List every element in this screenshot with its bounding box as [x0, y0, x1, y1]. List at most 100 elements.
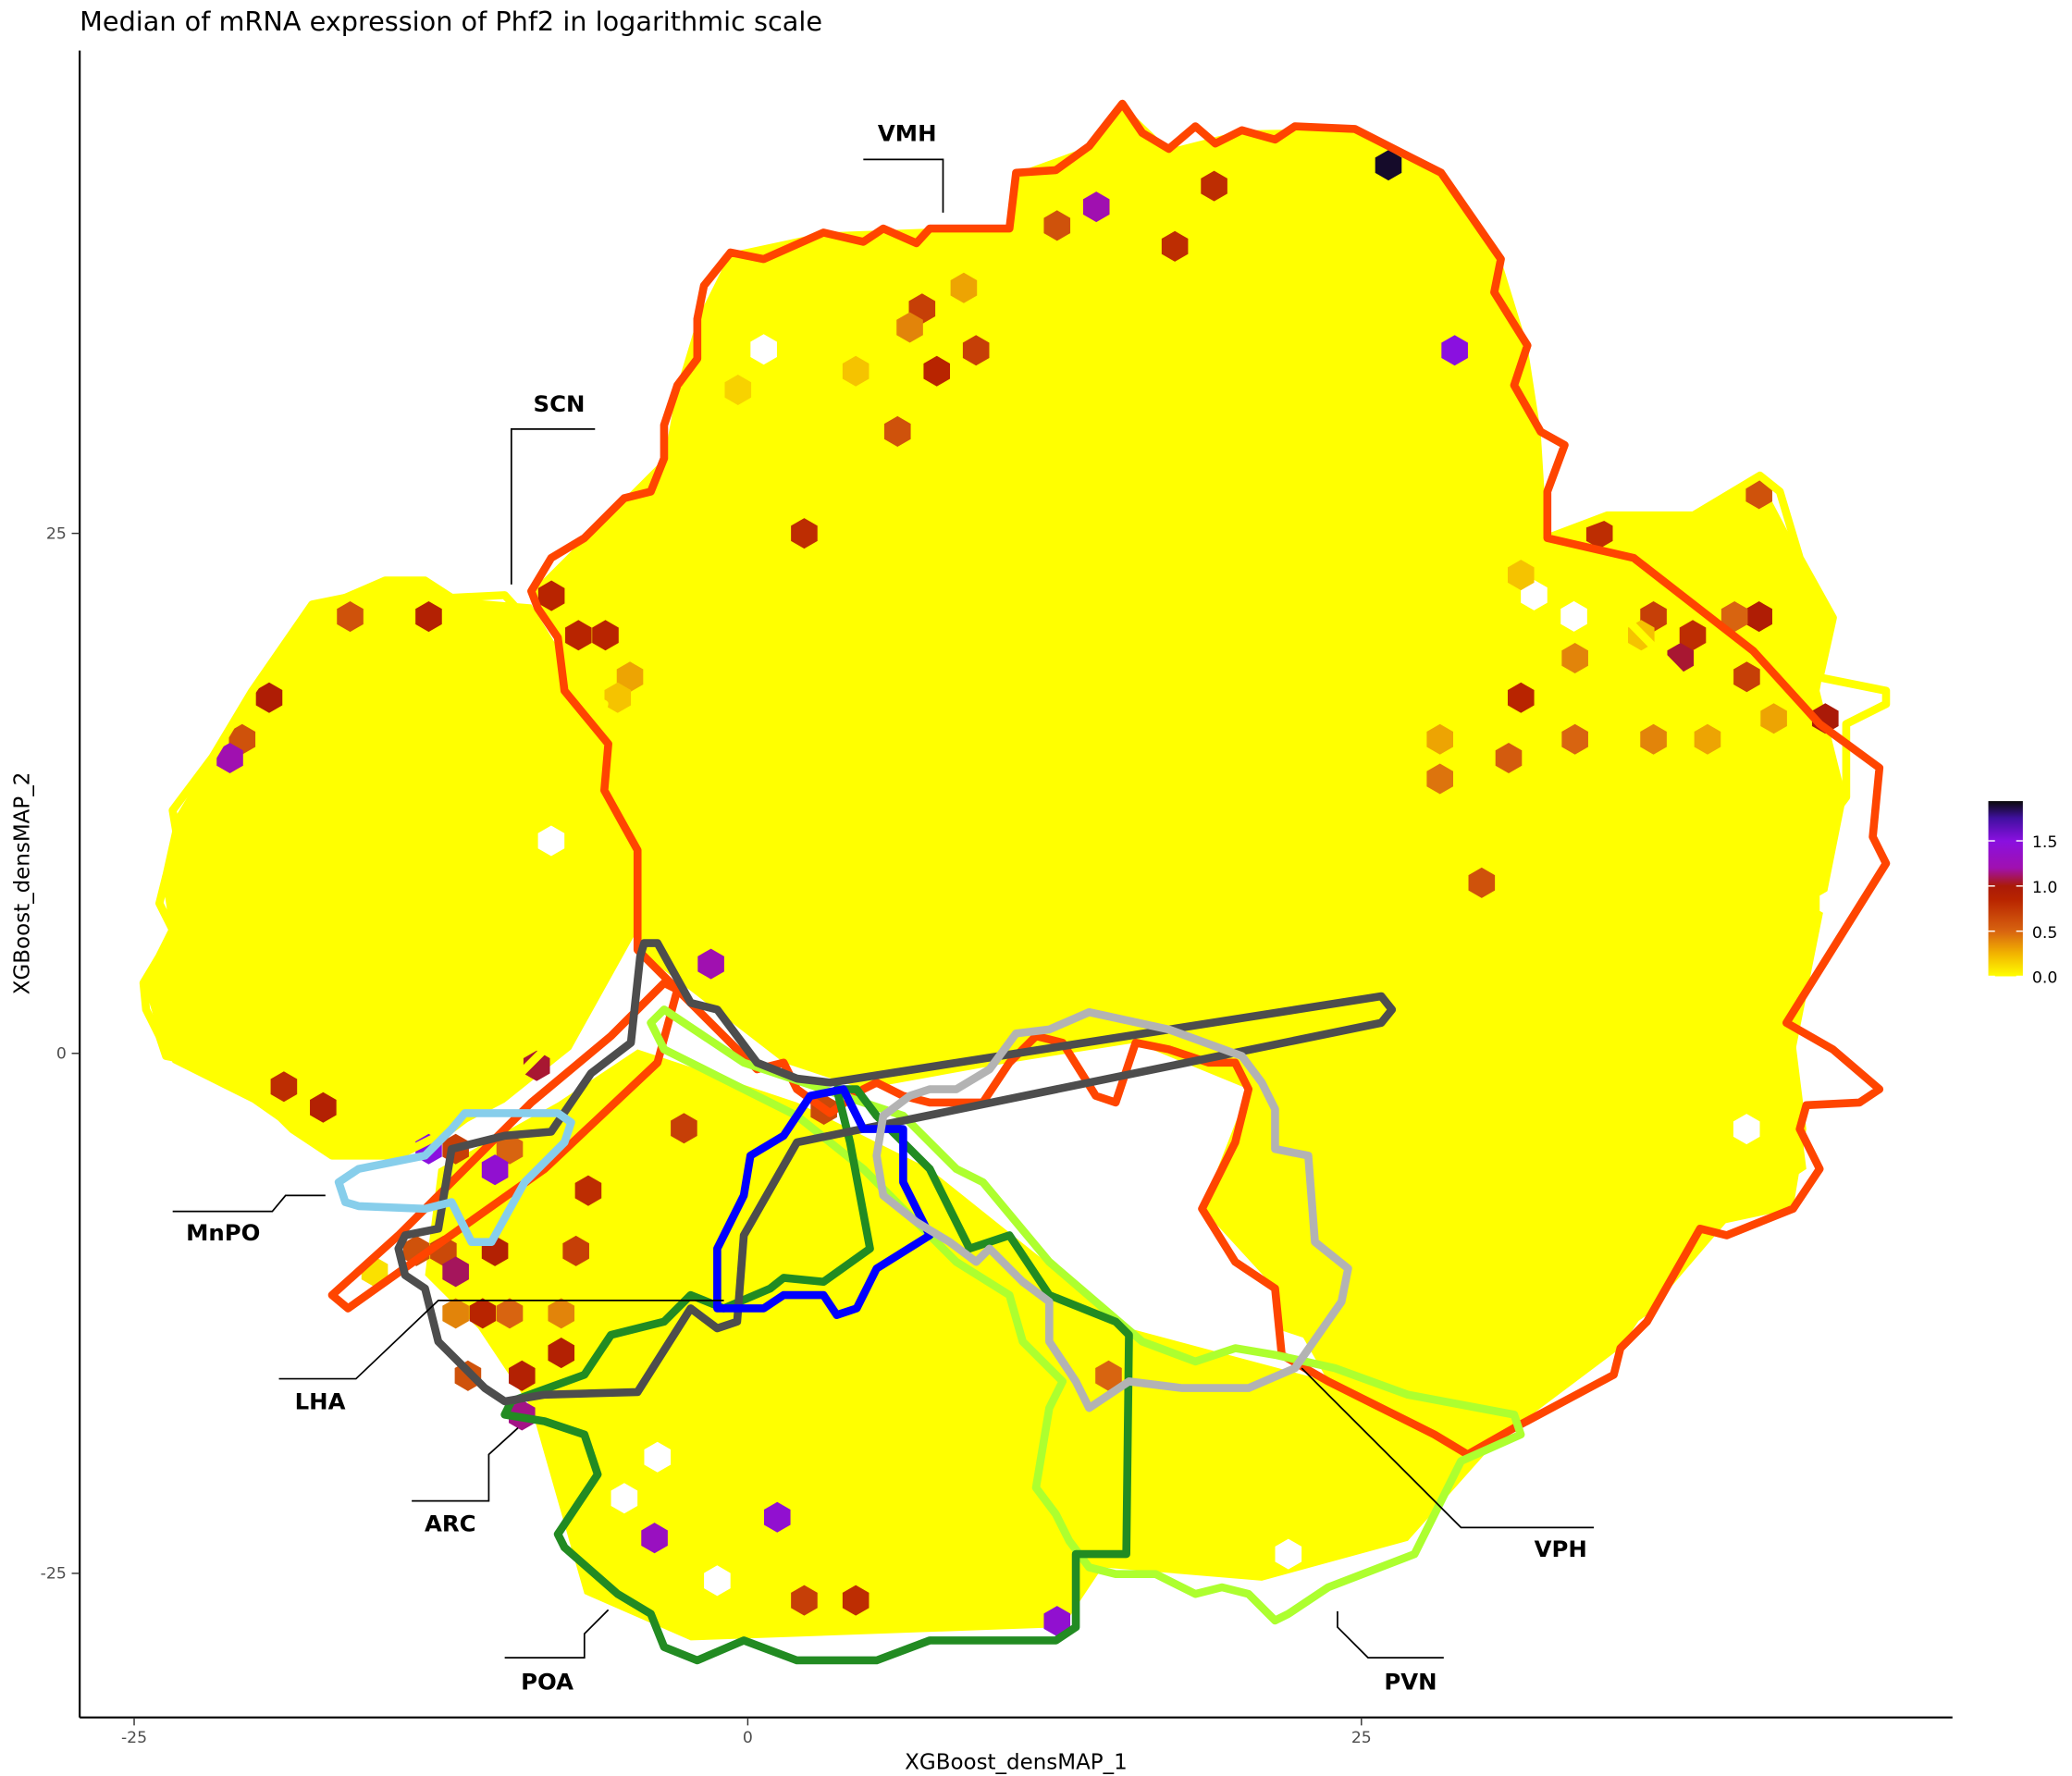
- x-tick-label: 25: [1351, 1729, 1372, 1747]
- hex-bin: [310, 1092, 337, 1123]
- contour-pvn: [647, 1005, 1525, 1625]
- hex-bin: [1375, 150, 1402, 181]
- empty-hex: [644, 1441, 672, 1473]
- y-tick-label: -25: [41, 1565, 67, 1584]
- contour-lha: [394, 939, 1397, 1406]
- region-label-vmh: VMH: [878, 119, 937, 146]
- y-tick-label: 25: [46, 524, 67, 543]
- hex-bin: [548, 1298, 575, 1329]
- density-fill-right: [1275, 930, 1820, 1409]
- hex-bin: [842, 1585, 870, 1616]
- contour-poa: [500, 1085, 1133, 1665]
- contour-scn: [139, 576, 642, 1160]
- hex-bin: [469, 1298, 497, 1329]
- chart-title: Median of mRNA expression of Phf2 in log…: [80, 6, 822, 37]
- contour-scn: [1543, 471, 1891, 828]
- region-label-lha: LHA: [295, 1388, 346, 1415]
- hex-bin: [255, 682, 283, 713]
- colorbar-tick-label: 0.0: [2032, 969, 2057, 988]
- region-labels: VMH SCN MnPO LHA ARC POA PVN VPH: [172, 119, 1595, 1696]
- empty-hex: [1733, 1114, 1760, 1145]
- hex-bin: [1161, 230, 1189, 262]
- hex-bin: [1679, 620, 1707, 651]
- hex-bin: [415, 601, 442, 633]
- hex-bin: [1201, 170, 1227, 202]
- hex-bin: [1733, 661, 1760, 693]
- contour-mnpo: [334, 1109, 575, 1246]
- hex-bin: [641, 1523, 668, 1554]
- region-label-vph: VPH: [1535, 1536, 1587, 1562]
- hex-bin: [1095, 1360, 1122, 1391]
- empty-hex: [610, 1483, 638, 1514]
- hex-bin: [1495, 742, 1523, 773]
- hex-bin: [565, 620, 592, 651]
- contour-vmh: [527, 99, 1891, 1459]
- hex-bin: [548, 1338, 575, 1369]
- hex-bin: [671, 1113, 697, 1144]
- hex-bin: [1745, 601, 1772, 633]
- hex-bin: [496, 1133, 524, 1165]
- x-tick-label: 0: [743, 1729, 753, 1747]
- hex-bin: [923, 355, 951, 387]
- hex-bin: [604, 682, 632, 713]
- empty-hex: [537, 825, 565, 857]
- hex-bin: [1640, 723, 1667, 755]
- hex-bin: [791, 518, 818, 549]
- colorbar-tick-label: 0.5: [2032, 924, 2057, 943]
- hex-bin: [1043, 210, 1071, 241]
- leader-line-mnpo: [172, 1194, 326, 1213]
- colorbar-tick-label: 1.5: [2032, 833, 2057, 852]
- hex-bin: [1082, 191, 1110, 223]
- hex-bin: [1745, 478, 1772, 510]
- hex-bin: [1441, 335, 1468, 366]
- x-axis-label: XGBoost_densMAP_1: [905, 1751, 1128, 1775]
- hex-bin: [791, 1585, 818, 1616]
- hex-bin: [270, 1071, 298, 1103]
- region-label-mnpo: MnPO: [186, 1219, 260, 1246]
- hex-bin: [508, 1360, 536, 1391]
- hex-bin: [496, 1298, 524, 1329]
- region-contours: [139, 99, 1891, 1665]
- hex-bin: [592, 620, 619, 651]
- hex-bin: [1426, 763, 1454, 795]
- hex-bin: [883, 415, 911, 447]
- density-fill-bottom: [425, 1049, 1514, 1641]
- hex-bin: [442, 1256, 469, 1288]
- region-label-pvn: PVN: [1384, 1669, 1437, 1696]
- contour-vph: [872, 1007, 1352, 1412]
- empty-hex: [750, 334, 777, 365]
- hex-bin: [1426, 723, 1454, 755]
- hex-bin: [1585, 518, 1613, 549]
- empty-hex: [1560, 600, 1587, 632]
- hex-bin: [562, 1235, 589, 1266]
- hex-bin: [1043, 1606, 1071, 1637]
- leader-line-vph: [1301, 1367, 1595, 1529]
- leader-line-poa: [504, 1609, 610, 1659]
- hex-bin: [896, 312, 923, 343]
- hex-bin: [523, 1050, 550, 1081]
- x-tick-label: -25: [121, 1729, 147, 1747]
- hex-bin: [1507, 682, 1535, 713]
- hex-layer: [216, 150, 1839, 1637]
- hex-bin: [962, 335, 990, 366]
- hex-bin: [1468, 867, 1496, 898]
- axes: -25 0 25 -25 0 25: [41, 524, 1372, 1747]
- hex-bin: [950, 272, 978, 303]
- empty-hex: [1819, 888, 1846, 919]
- leader-line-arc: [412, 1427, 519, 1502]
- hex-bin: [481, 1154, 509, 1186]
- hex-bin: [1760, 703, 1787, 734]
- hex-bin: [1694, 723, 1721, 755]
- leader-line-pvn: [1337, 1610, 1444, 1659]
- hex-bin: [1561, 643, 1588, 674]
- region-label-arc: ARC: [425, 1511, 476, 1537]
- empty-hex: [1275, 1538, 1302, 1570]
- leader-line-lha: [278, 1299, 724, 1380]
- colorbar-tick-label: 1.0: [2032, 879, 2057, 897]
- colorbar-gradient: [1988, 801, 2023, 977]
- hex-bin: [1507, 560, 1535, 591]
- hex-bin: [537, 580, 565, 611]
- contour-vmh: [327, 979, 682, 1313]
- y-tick-label: 0: [56, 1045, 67, 1064]
